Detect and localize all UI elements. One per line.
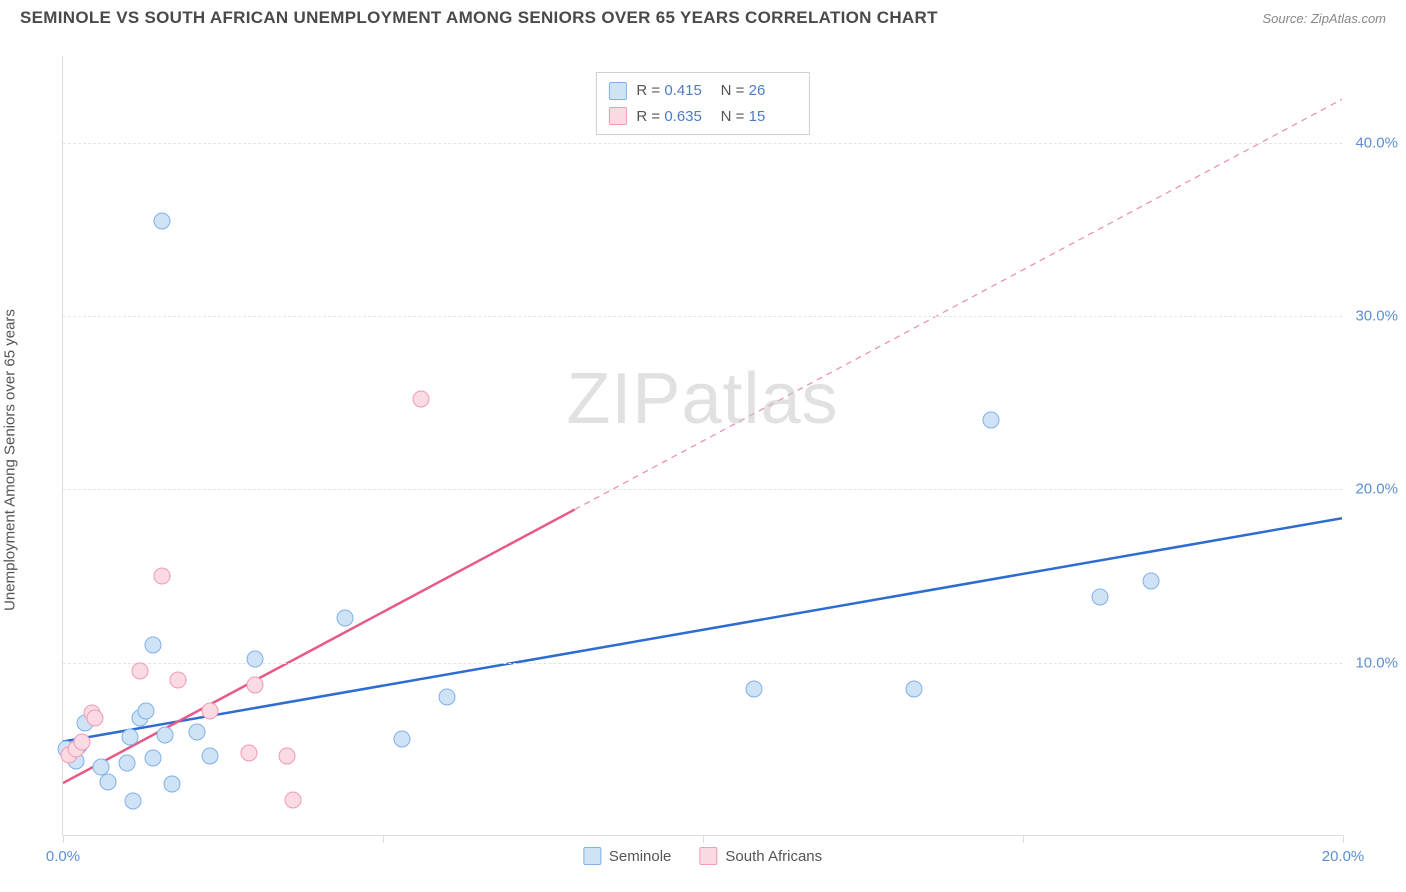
source-label: Source: ZipAtlas.com bbox=[1262, 11, 1386, 26]
series-legend: Seminole South Africans bbox=[583, 847, 822, 865]
data-point bbox=[122, 729, 139, 746]
data-point bbox=[247, 651, 264, 668]
chart-title: SEMINOLE VS SOUTH AFRICAN UNEMPLOYMENT A… bbox=[20, 8, 938, 28]
data-point bbox=[99, 774, 116, 791]
data-point bbox=[93, 758, 110, 775]
data-point bbox=[74, 734, 91, 751]
data-point bbox=[746, 680, 763, 697]
x-tick bbox=[703, 835, 704, 843]
x-tick bbox=[63, 835, 64, 843]
y-tick-label: 30.0% bbox=[1355, 308, 1398, 325]
series-legend-label: South Africans bbox=[725, 848, 822, 865]
stats-legend-row: R = 0.415 N = 26 bbox=[608, 78, 796, 104]
data-point bbox=[906, 680, 923, 697]
plot-area: ZIPatlas R = 0.415 N = 26R = 0.635 N = 1… bbox=[62, 56, 1342, 836]
x-tick-label: 0.0% bbox=[46, 848, 80, 865]
stats-legend-text: R = 0.635 N = 15 bbox=[636, 104, 796, 130]
y-tick-label: 10.0% bbox=[1355, 654, 1398, 671]
data-point bbox=[247, 677, 264, 694]
chart-header: SEMINOLE VS SOUTH AFRICAN UNEMPLOYMENT A… bbox=[0, 0, 1406, 32]
gridline-h bbox=[63, 143, 1342, 144]
series-legend-label: Seminole bbox=[609, 848, 672, 865]
data-point bbox=[87, 710, 104, 727]
data-point bbox=[163, 776, 180, 793]
gridline-h bbox=[63, 489, 1342, 490]
data-point bbox=[439, 689, 456, 706]
x-tick bbox=[383, 835, 384, 843]
data-point bbox=[285, 791, 302, 808]
data-point bbox=[144, 750, 161, 767]
trend-lines-svg bbox=[63, 56, 1342, 835]
data-point bbox=[131, 663, 148, 680]
x-tick bbox=[1343, 835, 1344, 843]
series-legend-item: South Africans bbox=[699, 847, 822, 865]
data-point bbox=[983, 412, 1000, 429]
data-point bbox=[144, 637, 161, 654]
y-axis-label: Unemployment Among Seniors over 65 years bbox=[2, 309, 19, 611]
data-point bbox=[202, 748, 219, 765]
chart-container: Unemployment Among Seniors over 65 years… bbox=[20, 40, 1386, 880]
x-tick bbox=[1023, 835, 1024, 843]
data-point bbox=[1143, 573, 1160, 590]
gridline-h bbox=[63, 316, 1342, 317]
stats-legend: R = 0.415 N = 26R = 0.635 N = 15 bbox=[595, 72, 809, 135]
data-point bbox=[336, 609, 353, 626]
data-point bbox=[279, 748, 296, 765]
trend-line-solid bbox=[63, 510, 575, 784]
data-point bbox=[157, 727, 174, 744]
data-point bbox=[138, 703, 155, 720]
data-point bbox=[394, 730, 411, 747]
stats-legend-text: R = 0.415 N = 26 bbox=[636, 78, 796, 104]
data-point bbox=[119, 755, 136, 772]
legend-swatch bbox=[608, 82, 626, 100]
data-point bbox=[1091, 588, 1108, 605]
legend-swatch bbox=[608, 107, 626, 125]
watermark: ZIPatlas bbox=[566, 358, 838, 440]
data-point bbox=[125, 793, 142, 810]
data-point bbox=[202, 703, 219, 720]
data-point bbox=[240, 744, 257, 761]
data-point bbox=[413, 391, 430, 408]
series-legend-item: Seminole bbox=[583, 847, 672, 865]
trend-line bbox=[63, 518, 1342, 741]
trend-line-dashed bbox=[575, 99, 1342, 509]
x-tick-label: 20.0% bbox=[1322, 848, 1365, 865]
data-point bbox=[189, 724, 206, 741]
y-tick-label: 20.0% bbox=[1355, 481, 1398, 498]
y-tick-label: 40.0% bbox=[1355, 134, 1398, 151]
legend-swatch bbox=[583, 847, 601, 865]
stats-legend-row: R = 0.635 N = 15 bbox=[608, 104, 796, 130]
legend-swatch bbox=[699, 847, 717, 865]
data-point bbox=[154, 568, 171, 585]
data-point bbox=[170, 672, 187, 689]
data-point bbox=[154, 212, 171, 229]
